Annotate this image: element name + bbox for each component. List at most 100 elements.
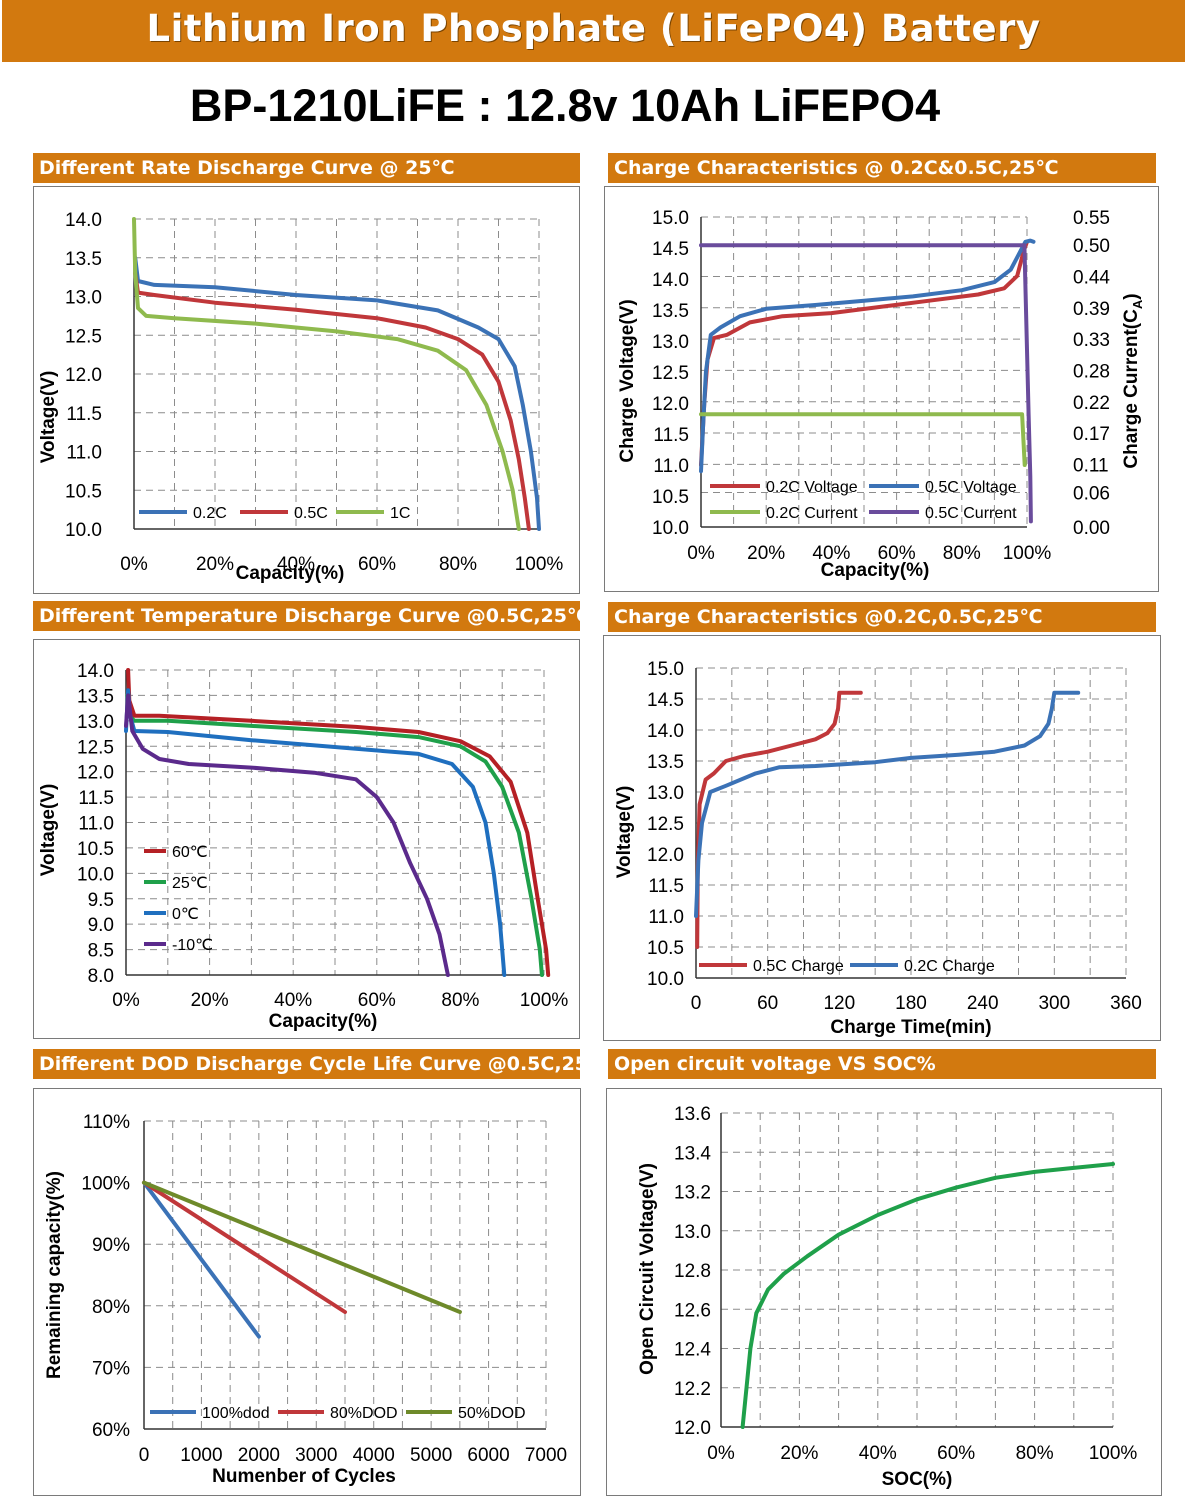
series-line-1 [142, 1180, 347, 1314]
y2-tick-label: 0.33 [1073, 330, 1110, 351]
panel-temp: 8.0 8.5 9.0 9.5 10.0 10.5 11.0 11.5 12.0 12.5 13.0… [33, 639, 580, 1039]
y-tick-label: 12.0 [65, 365, 102, 386]
y-tick-label: 12.6 [674, 1300, 711, 1321]
series-line-0 [740, 1162, 1115, 1429]
y-axis-label: Remaining capacity(%) [44, 1171, 65, 1379]
legend-label: -10℃ [172, 937, 213, 954]
x-tick-label: 0% [687, 543, 715, 564]
y-tick-label: 12.0 [652, 394, 689, 415]
grid [695, 667, 1127, 979]
x-tick-label: 80% [943, 543, 981, 564]
x-tick-label: 20% [780, 1443, 818, 1464]
y-tick-label: 11.5 [653, 425, 689, 446]
y2-axis-label: Charge Current(CA) [1121, 293, 1145, 468]
y-tick-label: 9.0 [88, 915, 114, 936]
page-subtitle: BP-1210LiFE : 12.8v 10Ah LiFEPO4 [189, 80, 941, 131]
x-tick-label: 40% [859, 1443, 897, 1464]
y-tick-label: 13.5 [647, 752, 684, 773]
panel-rate: 10.0 10.5 11.0 11.5 12.0 12.5 13.0 13.5 14.0 0% 20… [33, 186, 580, 594]
x-tick-label: 40% [274, 990, 312, 1011]
y-tick-label: 15.0 [647, 659, 684, 680]
x-tick-label: 0% [120, 554, 148, 575]
legend-label: 0.5C [294, 505, 328, 522]
x-tick-label: 20% [191, 990, 229, 1011]
panel-dod: 60% 70% 80% 90% 100% 110% 0 1000 2000 3000 4000 500… [33, 1088, 581, 1496]
legend-label: 0.5C Current [925, 505, 1017, 522]
x-tick-label: 100% [515, 554, 564, 575]
y-tick-label: 11.5 [78, 788, 114, 809]
legend-label: 80%DOD [330, 1405, 398, 1422]
y2-label-main: Charge Current(C [1121, 309, 1142, 469]
y-tick-label: 14.5 [647, 690, 684, 711]
y-tick-label: 70% [92, 1358, 130, 1379]
y-tick-label: 12.0 [674, 1418, 711, 1439]
series-line-0 [126, 668, 551, 977]
series-line-2 [699, 412, 1027, 467]
y-tick-label: 10.5 [647, 938, 684, 959]
y2-tick-label: 0.44 [1073, 268, 1110, 289]
legend-label: 50%DOD [458, 1405, 526, 1422]
x-tick-label: 40% [812, 543, 850, 564]
x-axis-label: Capacity(%) [821, 560, 930, 581]
y2-tick-label: 0.55 [1073, 208, 1110, 229]
y-tick-label: 13.0 [77, 712, 114, 733]
y-tick-label: 13.6 [674, 1104, 711, 1125]
x-tick-label: 7000 [525, 1445, 567, 1466]
y2-tick-label: 0.22 [1073, 393, 1110, 414]
y-tick-label: 12.8 [674, 1261, 711, 1282]
series-line-2 [124, 688, 507, 977]
y2-tick-label: 0.00 [1073, 518, 1110, 539]
y-tick-label: 12.5 [77, 737, 114, 758]
y-tick-label: 8.5 [88, 941, 114, 962]
y-tick-label: 12.2 [674, 1379, 711, 1400]
x-tick-label: 6000 [467, 1445, 509, 1466]
y-tick-label: 80% [92, 1297, 130, 1318]
y-tick-label: 13.4 [674, 1143, 711, 1164]
x-tick-label: 100% [520, 990, 569, 1011]
y-tick-label: 10.5 [652, 487, 689, 508]
x-tick-label: 0 [139, 1445, 150, 1466]
grid [720, 1112, 1114, 1428]
y-tick-label: 13.5 [77, 686, 114, 707]
y-tick-label: 10.0 [647, 969, 684, 990]
y-tick-label: 14.0 [652, 270, 689, 291]
grid [133, 218, 540, 530]
x-tick-label: 60% [358, 990, 396, 1011]
y-tick-label: 10.0 [652, 518, 689, 539]
series-line-2 [142, 1180, 462, 1314]
y-tick-label: 13.0 [647, 783, 684, 804]
y2-tick-label: 0.11 [1073, 455, 1109, 476]
chart-temp: 8.0 8.5 9.0 9.5 10.0 10.5 11.0 11.5 12.0 12.5 13.0… [38, 661, 569, 1032]
y2-tick-label: 0.06 [1073, 484, 1110, 505]
y-tick-label: 13.5 [65, 249, 102, 270]
y2-tick-label: 0.28 [1073, 361, 1110, 382]
y-tick-label: 11.0 [78, 814, 114, 835]
x-tick-label: 1000 [180, 1445, 222, 1466]
series-line-1 [133, 271, 531, 531]
y-tick-label: 13.2 [674, 1183, 711, 1204]
panel-title-charge1: Charge Characteristics @ 0.2C&0.5C,25℃ [608, 153, 1156, 183]
legend-label: 1C [390, 505, 410, 522]
y-tick-label: 90% [92, 1235, 130, 1256]
y-axis-label: Voltage(V) [38, 784, 59, 877]
y-tick-label: 12.5 [65, 326, 102, 347]
y2-tick-label: 0.17 [1073, 424, 1110, 445]
series-line-0 [695, 690, 863, 949]
panel-title-charge2: Charge Characteristics @0.2C,0.5C,25℃ [608, 602, 1156, 632]
series-line-1 [699, 238, 1036, 474]
chart-dod: 60% 70% 80% 90% 100% 110% 0 1000 2000 3000 4000 500… [44, 1112, 567, 1487]
y-axis-label: Voltage(V) [614, 786, 635, 879]
y2-label-end: ) [1121, 293, 1142, 299]
panel-charge1: 10.0 10.5 11.0 11.5 12.0 12.5 13.0 13.5 14.0 14.5… [604, 186, 1159, 592]
chart-charge2: 10.0 10.5 11.0 11.5 12.0 12.5 13.0 13.5 14.0 14.5… [614, 659, 1142, 1038]
x-tick-label: 80% [1016, 1443, 1054, 1464]
y-tick-label: 13.0 [652, 332, 689, 353]
panel-title-temp: Different Temperature Discharge Curve @0… [33, 601, 580, 631]
panel-ocv: 12.0 12.2 12.4 12.6 12.8 13.0 13.2 13.4 13.6 0% 20… [606, 1088, 1162, 1496]
y-tick-label: 12.0 [77, 763, 114, 784]
x-axis-label: Capacity(%) [269, 1011, 378, 1032]
y-tick-label: 10.0 [77, 864, 114, 885]
y-tick-label: 14.5 [652, 239, 689, 260]
legend-label: 60℃ [172, 844, 208, 861]
legend-label: 0.2C Voltage [766, 479, 858, 496]
